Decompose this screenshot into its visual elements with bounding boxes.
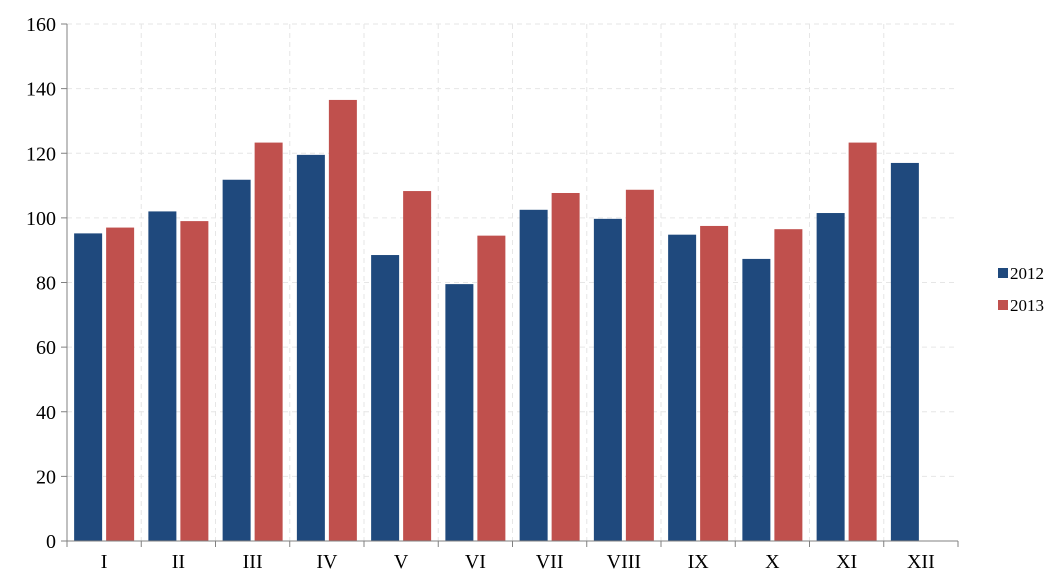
x-tick-label: IX: [688, 551, 710, 573]
x-tick-label: VIII: [607, 551, 641, 573]
x-tick-label: XII: [907, 551, 935, 573]
bar-2012-III: [222, 179, 251, 541]
bar-2012-VI: [445, 284, 474, 541]
y-tick-label: 140: [26, 79, 56, 101]
legend-swatch-2012: [998, 268, 1008, 278]
bar-2013-V: [403, 191, 432, 542]
x-tick-label: V: [394, 551, 409, 573]
axes: [61, 23, 959, 547]
bar-2012-I: [74, 233, 103, 541]
bar-2012-XI: [816, 213, 845, 541]
bar-2013-VIII: [625, 189, 654, 541]
legend-swatch-2013: [998, 300, 1008, 310]
x-tick-label: XI: [836, 551, 857, 573]
bar-2012-IX: [668, 234, 697, 542]
bars: [74, 99, 919, 542]
bar-2013-III: [254, 142, 283, 542]
bar-2012-IV: [296, 154, 325, 541]
bar-2012-VIII: [593, 218, 622, 542]
bar-2013-IX: [700, 225, 729, 541]
x-tick-label: VII: [536, 551, 564, 573]
bar-2013-VI: [477, 235, 506, 541]
y-tick-label: 0: [46, 531, 56, 553]
bar-2012-VII: [519, 209, 548, 541]
x-tick-label: II: [172, 551, 185, 573]
gridlines: [67, 23, 958, 541]
y-tick-label: 160: [26, 14, 56, 36]
x-tick-label: X: [765, 551, 780, 573]
bar-2013-VII: [551, 192, 580, 541]
y-tick-label: 60: [36, 337, 56, 359]
x-tick-label: III: [243, 551, 263, 573]
bar-2013-XI: [848, 142, 877, 542]
bar-2013-II: [180, 221, 209, 541]
bar-2013-IV: [328, 99, 357, 541]
y-tick-label: 20: [36, 466, 56, 488]
legend-label-2013: 2013: [1010, 296, 1044, 315]
bar-2012-II: [148, 211, 177, 541]
y-tick-label: 40: [36, 402, 56, 424]
bar-2012-X: [742, 258, 771, 541]
x-tick-label: IV: [316, 551, 338, 573]
x-tick-labels: I II III IV V VI VII VIII IX X XI XII: [101, 551, 935, 573]
bar-2012-XII: [890, 162, 919, 541]
x-tick-label: I: [101, 551, 108, 573]
legend: 2012 2013: [998, 264, 1044, 315]
bar-2012-V: [371, 255, 400, 542]
y-tick-label: 80: [36, 273, 56, 295]
y-tick-label: 120: [26, 143, 56, 165]
y-tick-labels: 0 20 40 60 80 100 120 140 160: [26, 14, 56, 553]
bar-2013-X: [774, 229, 803, 541]
legend-label-2012: 2012: [1010, 264, 1044, 283]
x-tick-label: VI: [465, 551, 486, 573]
bar-2013-I: [106, 227, 135, 541]
y-tick-label: 100: [26, 208, 56, 230]
